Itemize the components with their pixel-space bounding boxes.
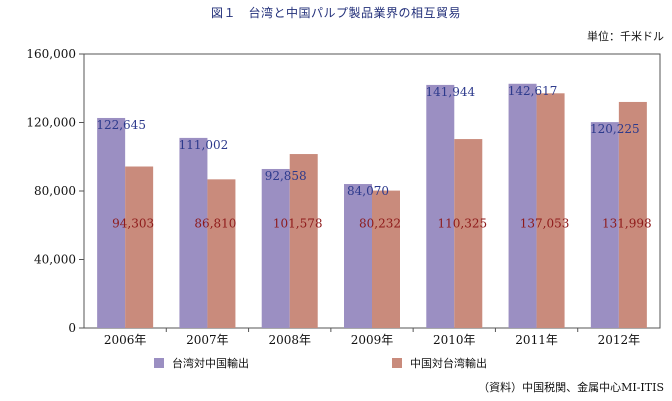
bar-china-export bbox=[454, 139, 483, 328]
data-label-taiwan-export: 84,070 bbox=[347, 184, 389, 198]
data-label-china-export: 80,232 bbox=[359, 216, 401, 230]
data-label-taiwan-export: 141,944 bbox=[425, 85, 475, 99]
data-label-china-export: 86,810 bbox=[194, 216, 236, 230]
bar-taiwan-export bbox=[426, 84, 455, 328]
data-label-china-export: 137,053 bbox=[520, 216, 570, 230]
x-tick-label: 2010年 bbox=[433, 333, 476, 347]
data-label-china-export: 110,325 bbox=[437, 216, 487, 230]
legend-item-series-2: 中国対台湾輸出 bbox=[392, 356, 487, 370]
bar-taiwan-export bbox=[590, 122, 619, 328]
bar-china-export bbox=[207, 179, 236, 328]
data-label-china-export: 94,303 bbox=[112, 216, 154, 230]
bar-china-export bbox=[618, 101, 647, 328]
legend-item-series-1: 台湾対中国輸出 bbox=[154, 356, 249, 370]
y-tick-label: 120,000 bbox=[26, 116, 76, 130]
bar-china-export bbox=[536, 93, 565, 328]
source-note: （資料）中国税関、金属中心MI-ITIS bbox=[478, 381, 664, 394]
x-tick-label: 2011年 bbox=[515, 333, 558, 347]
data-label-taiwan-export: 111,002 bbox=[179, 138, 229, 152]
data-label-china-export: 101,578 bbox=[273, 216, 323, 230]
x-tick-label: 2008年 bbox=[268, 333, 311, 347]
unit-label: 単位：千米ドル bbox=[587, 30, 664, 43]
bar-taiwan-export bbox=[179, 137, 208, 328]
data-label-taiwan-export: 120,225 bbox=[590, 122, 640, 136]
bar-china-export bbox=[125, 166, 154, 328]
data-label-taiwan-export: 92,858 bbox=[265, 169, 307, 183]
x-tick-label: 2012年 bbox=[598, 333, 641, 347]
bar-china-export bbox=[372, 190, 400, 328]
data-label-taiwan-export: 142,617 bbox=[508, 84, 558, 98]
bar-taiwan-export bbox=[344, 184, 372, 328]
data-label-taiwan-export: 122,645 bbox=[96, 118, 146, 132]
x-tick-label: 2009年 bbox=[351, 333, 394, 347]
bar-taiwan-export bbox=[261, 168, 290, 328]
bar-taiwan-export bbox=[97, 117, 126, 329]
chart-title: 図１ 台湾と中国パルプ製品業界の相互貿易 bbox=[210, 6, 461, 20]
legend-label-series-2: 中国対台湾輸出 bbox=[410, 357, 487, 370]
legend-label-series-1: 台湾対中国輸出 bbox=[172, 357, 249, 370]
y-tick-label: 0 bbox=[68, 321, 76, 335]
bar-china-export bbox=[289, 154, 318, 328]
x-tick-label: 2006年 bbox=[104, 333, 147, 347]
legend-swatch-series-1 bbox=[154, 358, 164, 368]
y-tick-label: 160,000 bbox=[26, 47, 76, 61]
bar-taiwan-export bbox=[508, 83, 537, 328]
y-tick-label: 80,000 bbox=[34, 184, 76, 198]
x-tick-label: 2007年 bbox=[186, 333, 229, 347]
legend-swatch-series-2 bbox=[392, 358, 402, 368]
y-tick-label: 40,000 bbox=[34, 253, 76, 267]
data-label-china-export: 131,998 bbox=[602, 216, 652, 230]
